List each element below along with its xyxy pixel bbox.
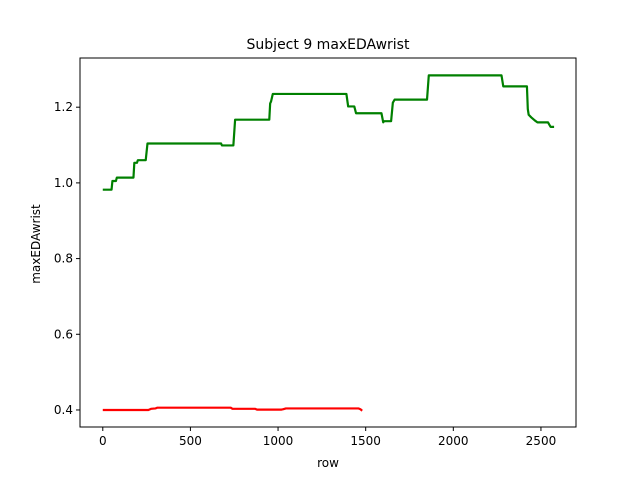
chart-title: Subject 9 maxEDAwrist [247,37,410,53]
y-tick-label: 0.4 [54,403,73,417]
series-layer [102,74,555,412]
x-tick-label: 1000 [263,434,294,448]
series-line-1 [102,74,555,191]
y-tick-label: 0.8 [54,252,73,266]
y-axis-label: maxEDAwrist [29,204,43,284]
x-tick-label: 0 [99,434,107,448]
y-tick-label: 1.0 [54,176,73,190]
y-tick-label: 0.6 [54,327,73,341]
x-tick-label: 2000 [438,434,469,448]
x-tick-label: 500 [179,434,202,448]
series-line-2 [102,406,363,412]
y-axis-ticks: 0.4 0.6 0.8 1.0 1.2 [54,100,80,417]
x-tick-label: 2500 [526,434,557,448]
x-axis-ticks: 0 500 1000 1500 2000 2500 [99,427,556,448]
x-tick-label: 1500 [350,434,381,448]
y-tick-label: 1.2 [54,100,73,114]
plot-area-frame [79,57,577,428]
x-axis-label: row [317,456,339,470]
